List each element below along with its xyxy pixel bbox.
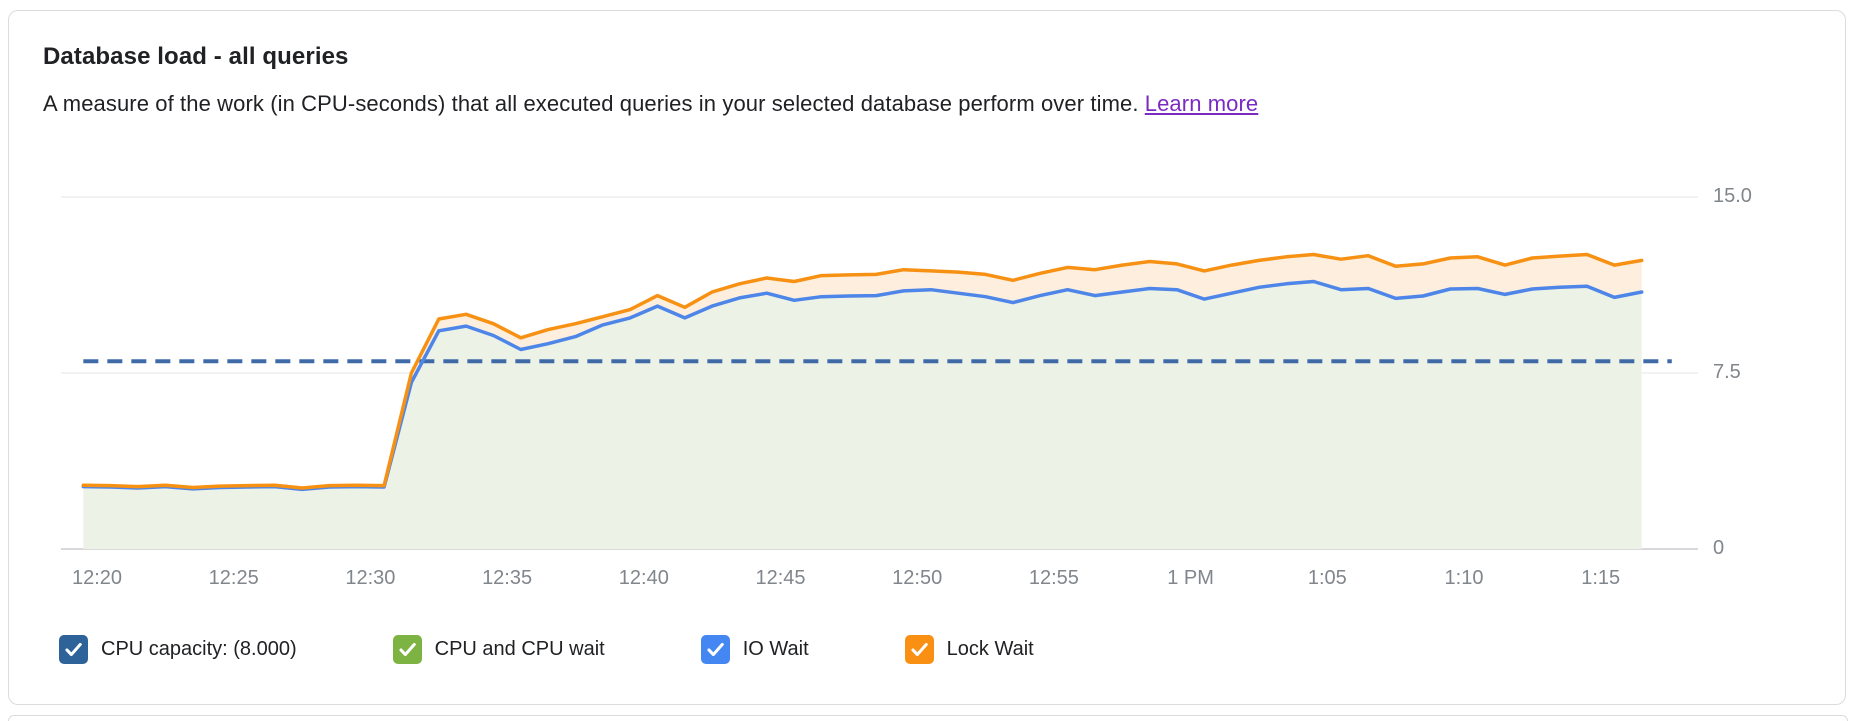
legend-item-cpu-and-cpu-wait[interactable]: CPU and CPU wait xyxy=(392,635,605,664)
x-tick-12-45: 12:45 xyxy=(755,567,806,589)
legend-item-lock-wait[interactable]: Lock Wait xyxy=(904,635,1034,664)
next-card-top-edge xyxy=(8,715,1848,721)
legend-checkbox[interactable] xyxy=(59,635,88,664)
x-tick-1-05: 1:05 xyxy=(1307,567,1347,589)
y-tick-15.0: 15.0 xyxy=(1713,185,1752,207)
x-tick-1-PM: 1 PM xyxy=(1167,567,1214,589)
database-load-card: Database load - all queries A measure of… xyxy=(8,10,1846,705)
legend-label: Lock Wait xyxy=(946,638,1034,660)
x-tick-12-40: 12:40 xyxy=(618,567,669,589)
legend-checkbox[interactable] xyxy=(700,635,730,664)
y-tick-0: 0 xyxy=(1713,537,1725,559)
checkmark-icon xyxy=(707,642,724,657)
legend-label: CPU and CPU wait xyxy=(434,638,605,660)
x-tick-12-55: 12:55 xyxy=(1028,567,1079,589)
cpu-area-fill xyxy=(83,281,1642,549)
y-tick-7.5: 7.5 xyxy=(1713,361,1741,383)
legend-checkbox[interactable] xyxy=(392,635,422,664)
learn-more-link[interactable]: Learn more xyxy=(1144,91,1259,116)
card-subtitle-text: A measure of the work (in CPU-seconds) t… xyxy=(43,91,1139,116)
legend-label: IO Wait xyxy=(742,638,809,660)
x-tick-12-25: 12:25 xyxy=(208,567,259,589)
legend-checkbox[interactable] xyxy=(904,635,934,664)
x-tick-12-35: 12:35 xyxy=(482,567,533,589)
checkmark-icon xyxy=(65,642,82,657)
legend-item-cpu-capacity[interactable]: CPU capacity: (8.000) xyxy=(59,635,297,664)
legend-item-io-wait[interactable]: IO Wait xyxy=(700,635,809,664)
chart-plot-area xyxy=(61,187,1698,569)
card-subtitle: A measure of the work (in CPU-seconds) t… xyxy=(43,91,1258,117)
x-tick-12-30: 12:30 xyxy=(345,567,396,589)
x-tick-12-20: 12:20 xyxy=(71,567,123,589)
checkmark-icon xyxy=(911,642,928,657)
x-tick-1-10: 1:10 xyxy=(1444,567,1484,589)
lock-wait-line xyxy=(81,252,1644,490)
x-tick-12-50: 12:50 xyxy=(892,567,943,589)
page-title: Database load - all queries xyxy=(43,43,349,70)
legend-label: CPU capacity: (8.000) xyxy=(101,638,297,660)
database-load-chart[interactable] xyxy=(61,187,1698,569)
checkmark-icon xyxy=(399,642,416,657)
x-tick-1-15: 1:15 xyxy=(1581,567,1621,589)
chart-legend: CPU capacity: (8.000) CPU and CPU wait I… xyxy=(59,635,1034,664)
lock-wait-area-fill xyxy=(83,254,1642,490)
